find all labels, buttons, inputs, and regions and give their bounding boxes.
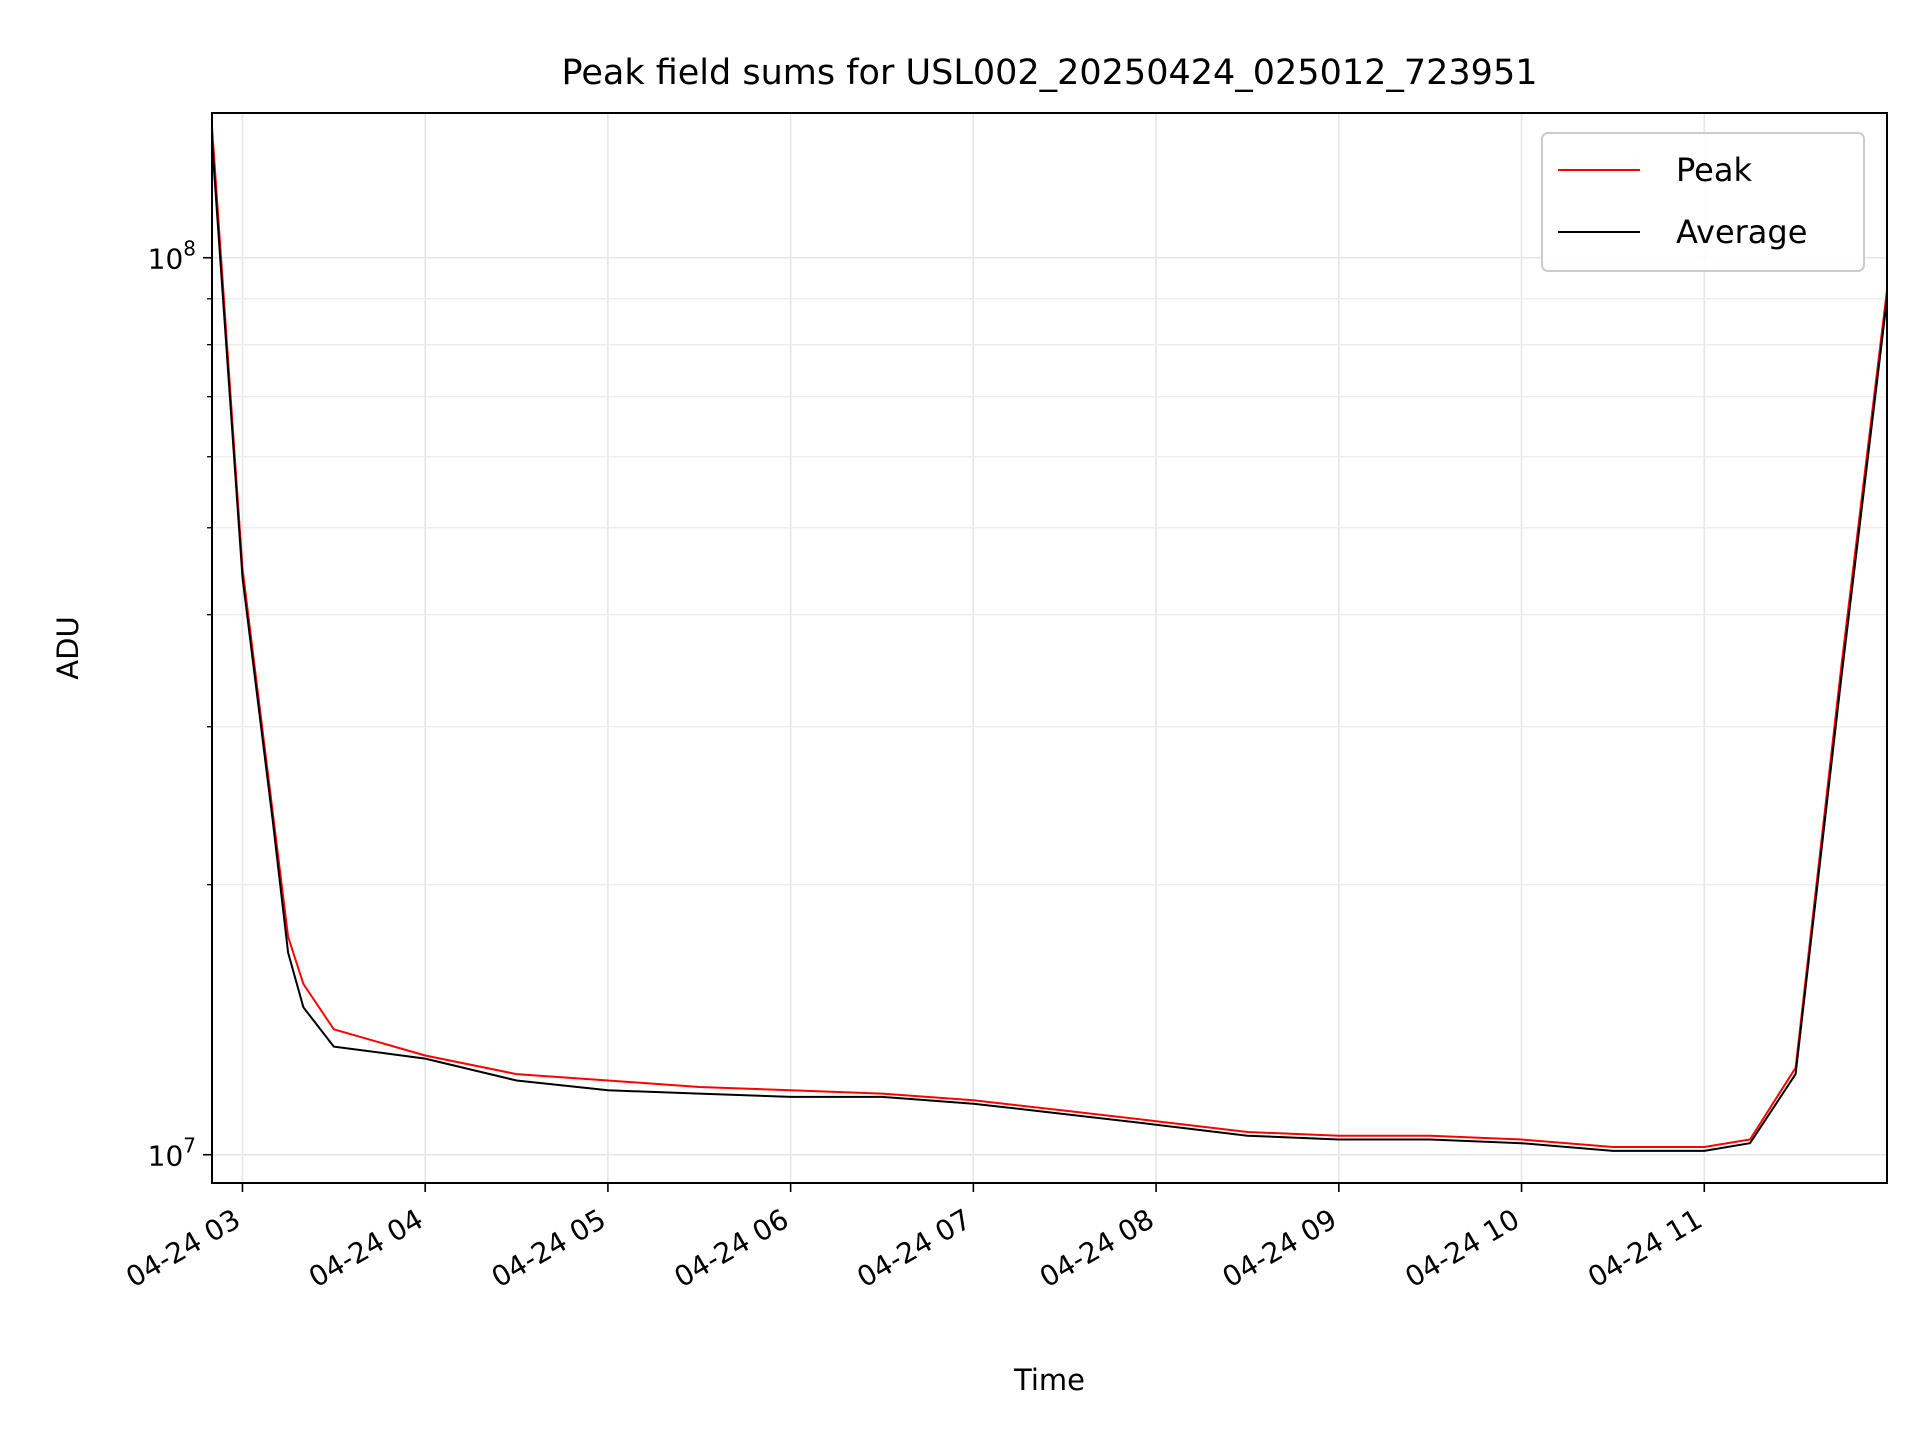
y-tick-label: 108 xyxy=(148,237,196,276)
plot-frame xyxy=(211,112,1888,1184)
legend-box xyxy=(1541,132,1865,272)
chart-title: Peak field sums for USL002_20250424_0250… xyxy=(561,53,1537,93)
series-line-average xyxy=(211,140,1888,1152)
y-axis-title: ADU xyxy=(51,616,85,679)
legend-label: Average xyxy=(1676,213,1807,251)
legend-label: Peak xyxy=(1676,151,1752,189)
series-line-peak xyxy=(211,126,1888,1148)
series-layer xyxy=(211,126,1888,1152)
x-axis-title: Time xyxy=(1013,1363,1085,1397)
legend: Peak Average xyxy=(1541,132,1865,272)
y-tick-label: 107 xyxy=(148,1134,196,1173)
